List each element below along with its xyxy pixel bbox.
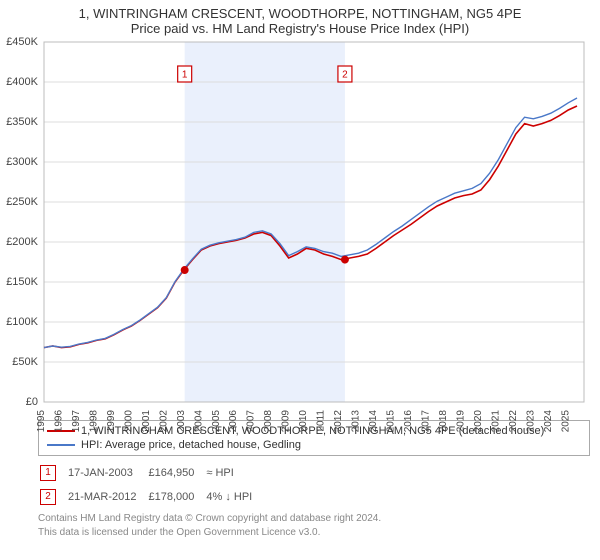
- chart-marker-1: 1: [182, 70, 188, 81]
- x-tick-label: 2012: [333, 410, 344, 433]
- x-tick-label: 2011: [316, 410, 327, 432]
- table-row: 2 21-MAR-2012 £178,000 4% ↓ HPI: [40, 486, 262, 508]
- txn-rel: ≈ HPI: [206, 462, 262, 484]
- y-tick-label: £250K: [6, 196, 38, 208]
- x-tick-label: 2014: [368, 410, 379, 433]
- legend-label: HPI: Average price, detached house, Gedl…: [81, 439, 301, 451]
- txn-date: 21-MAR-2012: [68, 486, 146, 508]
- x-tick-label: 2015: [386, 410, 397, 433]
- y-tick-label: £50K: [12, 356, 38, 368]
- chart-marker-2: 2: [342, 70, 348, 81]
- footer-line: This data is licensed under the Open Gov…: [38, 526, 590, 540]
- footer-line: Contains HM Land Registry data © Crown c…: [38, 512, 590, 526]
- x-tick-label: 2017: [420, 410, 431, 433]
- txn-rel: 4% ↓ HPI: [206, 486, 262, 508]
- x-tick-label: 2025: [560, 410, 571, 433]
- table-row: 1 17-JAN-2003 £164,950 ≈ HPI: [40, 462, 262, 484]
- x-tick-label: 2000: [123, 410, 134, 433]
- x-tick-label: 2010: [298, 410, 309, 433]
- x-tick-label: 1997: [71, 410, 82, 433]
- chart-title-sub: Price paid vs. HM Land Registry's House …: [0, 21, 600, 36]
- legend-swatch: [47, 444, 75, 446]
- footer: Contains HM Land Registry data © Crown c…: [38, 512, 590, 539]
- x-tick-label: 1998: [88, 410, 99, 433]
- x-tick-label: 2021: [490, 410, 501, 433]
- chart: 1995199619971998199920002001200220032004…: [40, 38, 600, 414]
- x-tick-label: 2009: [281, 410, 292, 433]
- txn-date: 17-JAN-2003: [68, 462, 146, 484]
- txn-price: £178,000: [148, 486, 204, 508]
- y-tick-label: £400K: [6, 76, 38, 88]
- x-tick-label: 2013: [351, 410, 362, 433]
- y-tick-label: £100K: [6, 316, 38, 328]
- x-tick-label: 2007: [246, 410, 257, 433]
- x-tick-label: 2003: [176, 410, 187, 433]
- x-tick-label: 2016: [403, 410, 414, 433]
- x-tick-label: 2019: [455, 410, 466, 433]
- y-tick-label: £300K: [6, 156, 38, 168]
- x-tick-label: 2018: [438, 410, 449, 433]
- x-tick-label: 2001: [141, 410, 152, 433]
- chart-title-address: 1, WINTRINGHAM CRESCENT, WOODTHORPE, NOT…: [0, 6, 600, 21]
- x-tick-label: 2022: [508, 410, 519, 433]
- x-tick-label: 1996: [53, 410, 64, 433]
- x-tick-label: 2020: [473, 410, 484, 433]
- y-tick-label: £0: [26, 396, 38, 408]
- transactions-table: 1 17-JAN-2003 £164,950 ≈ HPI 2 21-MAR-20…: [38, 460, 264, 510]
- x-tick-label: 2005: [211, 410, 222, 433]
- x-tick-label: 2008: [263, 410, 274, 433]
- y-tick-label: £450K: [6, 36, 38, 48]
- y-tick-label: £150K: [6, 276, 38, 288]
- x-tick-label: 1999: [106, 410, 117, 433]
- y-tick-label: £200K: [6, 236, 38, 248]
- x-tick-label: 2006: [228, 410, 239, 433]
- txn-price: £164,950: [148, 462, 204, 484]
- x-tick-label: 2023: [525, 410, 536, 433]
- x-tick-label: 2002: [158, 410, 169, 433]
- x-tick-label: 2004: [193, 410, 204, 433]
- x-tick-label: 2024: [543, 410, 554, 433]
- x-tick-label: 1995: [36, 410, 47, 433]
- y-tick-label: £350K: [6, 116, 38, 128]
- marker-badge: 1: [40, 465, 56, 481]
- marker-badge: 2: [40, 489, 56, 505]
- legend-item: HPI: Average price, detached house, Gedl…: [47, 438, 581, 452]
